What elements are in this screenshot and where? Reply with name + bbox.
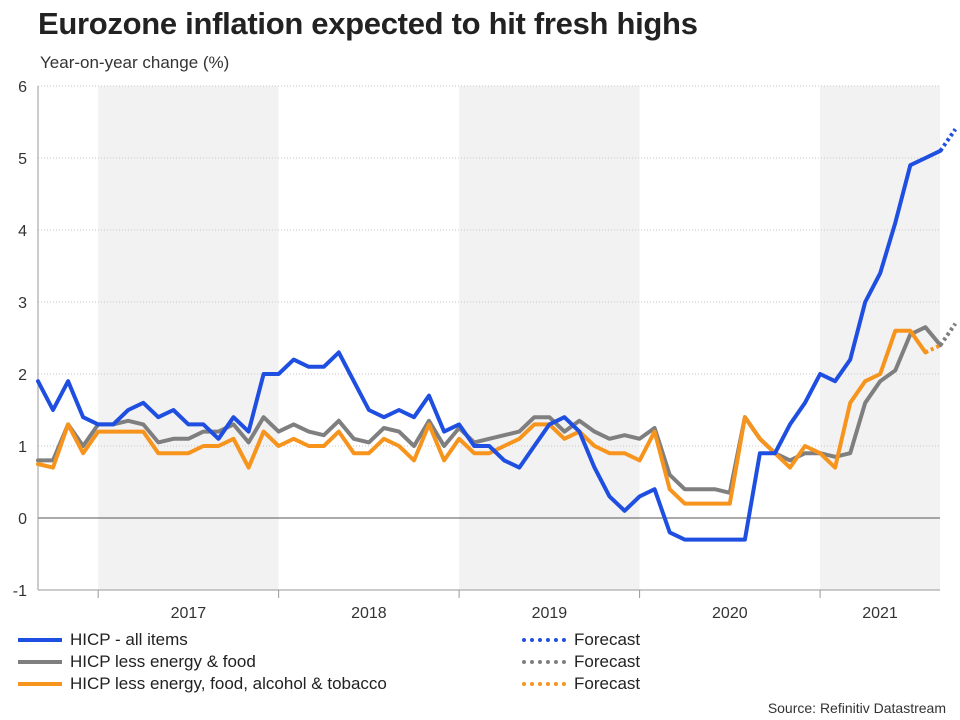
forecast-line: [924, 343, 942, 355]
y-tick-label: 2: [18, 367, 27, 384]
x-axis: 2017 2018 2019 2020 2021: [38, 589, 940, 622]
legend-label: HICP - all items: [70, 630, 188, 649]
y-tick-label: -1: [13, 583, 27, 600]
line-chart: -1 0 1 2 3 4 5 6 2017 2018 2019 2020 2021: [13, 79, 958, 622]
legend-item-hicp-core: HICP less energy & food: [18, 652, 256, 672]
series-line: [36, 148, 943, 542]
x-tick-label: 2021: [862, 605, 898, 622]
legend-swatch: [522, 638, 566, 642]
y-tick-label: 6: [18, 79, 27, 96]
legend-item-hicp-all: HICP - all items: [18, 630, 188, 650]
legend-item-forecast-blue: Forecast: [522, 630, 640, 650]
y-tick-label: 5: [18, 151, 27, 168]
y-tick-label: 0: [18, 511, 27, 528]
legend-swatch: [18, 638, 62, 642]
chart-title: Eurozone inflation expected to hit fresh…: [38, 6, 698, 41]
y-tick-label: 1: [18, 439, 27, 456]
year-bands: [98, 86, 940, 590]
legend-label: Forecast: [574, 674, 641, 693]
x-tick-label: 2019: [532, 605, 568, 622]
series-line: [36, 325, 943, 495]
legend-label: HICP less energy & food: [70, 652, 256, 671]
legend: HICP - all items HICP less energy & food…: [0, 628, 960, 698]
legend-item-forecast-orange: Forecast: [522, 674, 640, 694]
x-tick-label: 2018: [351, 605, 387, 622]
source-note: Source: Refinitiv Datastream: [767, 700, 946, 716]
legend-swatch: [18, 660, 62, 664]
y-tick-label: 3: [18, 295, 27, 312]
legend-swatch: [522, 682, 566, 686]
legend-label: Forecast: [574, 630, 641, 649]
year-band-2019: [459, 86, 640, 590]
legend-item-forecast-gray: Forecast: [522, 652, 640, 672]
chart-subtitle: Year-on-year change (%): [40, 53, 230, 72]
legend-label: Forecast: [574, 652, 641, 671]
forecast-line: [938, 128, 958, 152]
legend-item-hicp-supercore: HICP less energy, food, alcohol & tobacc…: [18, 674, 387, 694]
y-tick-label: 4: [18, 223, 27, 240]
series-lines: [36, 128, 958, 542]
legend-swatch: [522, 660, 566, 664]
x-tick-label: 2020: [712, 605, 748, 622]
x-tick-label: 2017: [171, 605, 207, 622]
legend-swatch: [18, 682, 62, 686]
legend-label: HICP less energy, food, alcohol & tobacc…: [70, 674, 387, 693]
year-band-2021: [820, 86, 940, 590]
year-band-2017: [98, 86, 279, 590]
forecast-line: [938, 322, 958, 347]
series-line: [36, 328, 928, 506]
y-axis-labels: -1 0 1 2 3 4 5 6: [13, 79, 27, 600]
